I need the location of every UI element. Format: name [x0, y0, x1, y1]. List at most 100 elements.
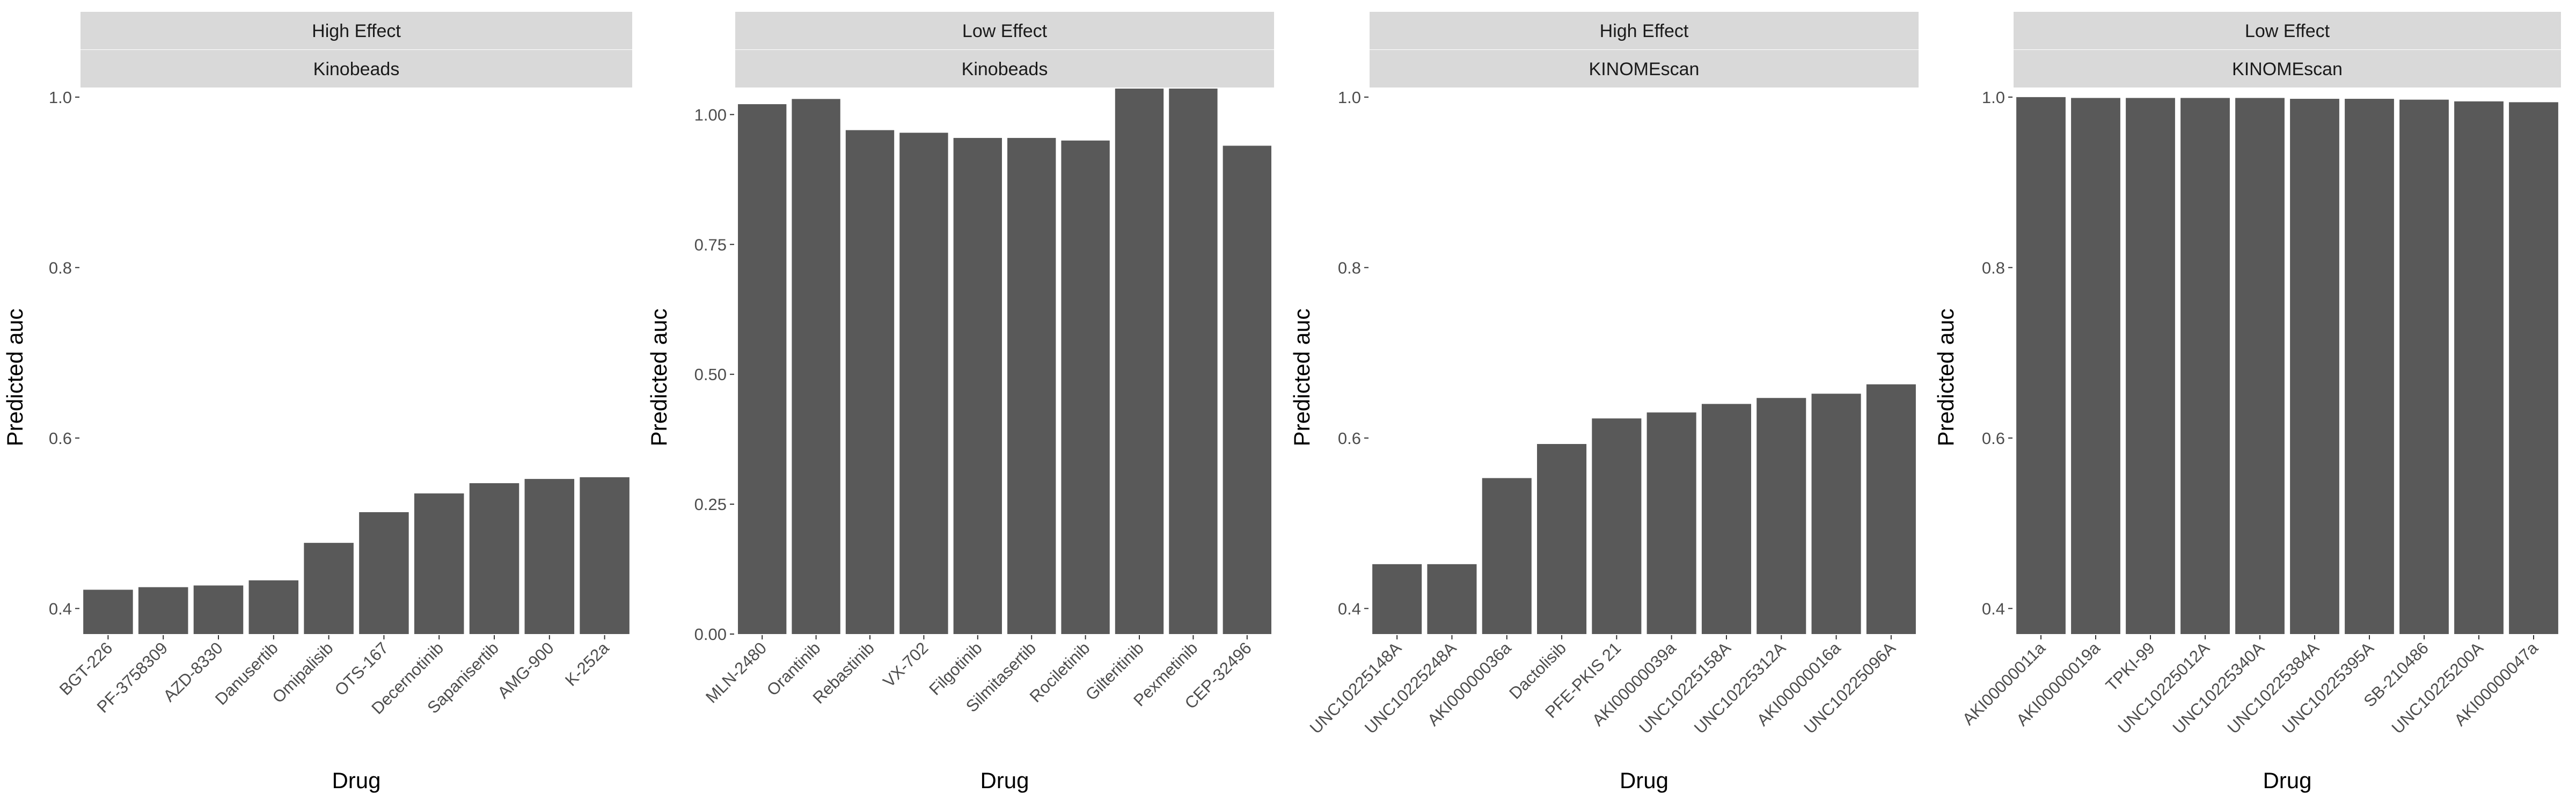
x-tick-label: AMG-900 [494, 638, 558, 702]
panel-4: Low EffectKINOMEscan0.40.60.81.0AKI00000… [1933, 12, 2561, 793]
bar [1537, 443, 1587, 634]
y-tick-label: 1.00 [694, 105, 727, 124]
y-tick-label: 0.25 [694, 495, 727, 514]
strip-top-label: High Effect [312, 21, 401, 41]
y-tick-label: 0.4 [1982, 599, 2005, 618]
bar [1061, 140, 1110, 634]
strip-top-bg [1370, 12, 1919, 49]
x-axis-title: Drug [2263, 768, 2311, 793]
y-axis-title: Predicted auc [1933, 309, 1958, 447]
y-tick-label: 0.8 [49, 258, 72, 277]
bar [248, 580, 299, 634]
y-tick-label: 0.00 [694, 625, 727, 644]
bar [138, 587, 188, 634]
bar [469, 483, 519, 634]
x-tick-label: UNC10225148A [1306, 638, 1406, 738]
strip-top-label: Low Effect [2245, 21, 2330, 41]
bar [2399, 99, 2449, 634]
bar [845, 130, 895, 634]
bar [1482, 478, 1532, 634]
bar [1757, 398, 1806, 634]
x-tick-label: UNC10225158A [1636, 638, 1735, 738]
y-tick-label: 0.8 [1982, 258, 2005, 277]
x-tick-label: UNC10225340A [2169, 638, 2268, 738]
y-tick-label: 1.0 [49, 88, 72, 107]
bar [1169, 89, 1218, 634]
bar [2509, 102, 2558, 634]
bar [2180, 98, 2230, 634]
bar [1701, 404, 1751, 634]
x-tick-label: UNC10225312A [1690, 638, 1790, 738]
x-axis-title: Drug [980, 768, 1029, 793]
bar [1866, 384, 1916, 634]
x-tick-label: UNC10225248A [1361, 638, 1460, 738]
y-tick-label: 0.6 [49, 429, 72, 448]
bar [524, 479, 575, 634]
y-tick-label: 0.4 [49, 599, 72, 618]
strip-bottom-bg [2014, 50, 2561, 88]
bar [1007, 137, 1056, 634]
panel-3: High Effect KINOMEscan 0.4 0.6 0.8 1.0 UNC1022… [1289, 12, 1919, 793]
x-tick-label: MLN-2480 [702, 638, 770, 707]
y-axis-title: Predicted auc [646, 309, 671, 447]
strip-top-bg [80, 12, 632, 49]
bar [2454, 101, 2504, 634]
y-tick-label: 0.50 [694, 365, 727, 384]
strip-bottom-label: Kinobeads [313, 59, 400, 79]
bar [304, 543, 354, 634]
strip-top-label: High Effect [1600, 21, 1689, 41]
y-tick-label: 0.4 [1338, 599, 1361, 618]
bar [738, 104, 787, 634]
bar [1427, 564, 1477, 634]
y-tick-label: 1.0 [1338, 88, 1361, 107]
bar [2290, 99, 2339, 635]
bar [193, 585, 244, 634]
panel-1: High EffectKinobeads0.40.60.81.0BGT-226P… [2, 12, 632, 793]
y-axis-title: Predicted auc [2, 309, 27, 447]
panel-2: Low Effect Kinobeads 0.00 0.25 0.50 0.75 1.00 M… [646, 12, 1274, 793]
x-tick-label: TPKI-99 [2102, 638, 2158, 695]
bar [1646, 412, 1696, 634]
y-axis-title: Predicted auc [1289, 309, 1314, 447]
y-tick-label: 0.8 [1338, 258, 1361, 277]
strip-top-bg [2014, 12, 2561, 49]
bar [1811, 394, 1861, 634]
strip-top-label: Low Effect [962, 21, 1048, 41]
x-tick-label: UNC10225384A [2224, 638, 2323, 738]
strip-bottom-bg [1370, 50, 1919, 88]
strip-top-bg [735, 12, 1274, 49]
bar [2345, 99, 2394, 635]
bar [1592, 418, 1642, 634]
strip-bottom-bg [735, 50, 1274, 88]
bar [899, 133, 948, 634]
strip-bottom-label: KINOMEscan [1589, 59, 1700, 79]
bar [792, 99, 840, 634]
x-tick-label: UNC10225395A [2279, 638, 2378, 738]
y-tick-label: 0.6 [1982, 429, 2005, 448]
strip-bottom-label: Kinobeads [962, 59, 1048, 79]
bar [1372, 564, 1422, 634]
strip-bottom-bg [80, 50, 632, 88]
x-tick-label: UNC10225200A [2388, 638, 2487, 738]
x-axis-title: Drug [1620, 768, 1668, 793]
bar [2016, 97, 2066, 634]
bar [953, 137, 1002, 634]
x-tick-label: VX-702 [879, 638, 932, 691]
bar [83, 589, 133, 634]
bar [359, 512, 409, 634]
bar [2235, 98, 2285, 634]
x-tick-label: K-252a [561, 638, 613, 690]
x-tick-label: Omipalisib [268, 638, 336, 707]
x-tick-label: UNC10225096A [1800, 638, 1899, 738]
y-tick-label: 0.6 [1338, 429, 1361, 448]
bar [2126, 98, 2175, 634]
strip-bottom-label: KINOMEscan [2232, 59, 2343, 79]
bar [580, 477, 630, 634]
bar [414, 493, 464, 634]
bar [1115, 89, 1164, 634]
x-tick-label: UNC10225012A [2114, 638, 2214, 738]
x-axis-title: Drug [332, 768, 380, 793]
y-tick-label: 1.0 [1982, 88, 2005, 107]
